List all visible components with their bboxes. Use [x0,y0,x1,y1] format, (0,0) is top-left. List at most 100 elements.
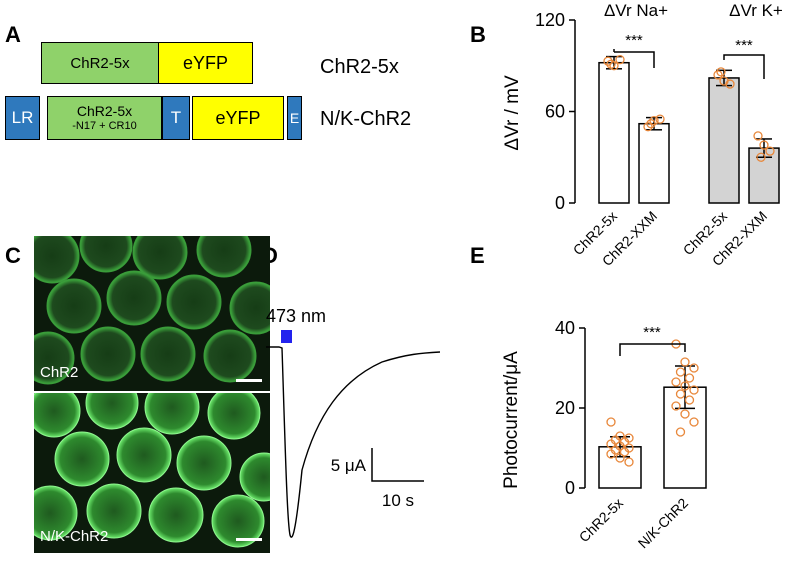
data-point [753,131,763,141]
chart-e: Photocurrent/μA 0 20 40 *** ChR2-5x N/K-ChR… [501,318,707,552]
e-domain: E [287,96,302,140]
micrograph-chr2: ChR2 [34,236,270,391]
bar [598,61,630,204]
y-tick-label: 120 [535,10,565,30]
data-point [680,357,690,367]
oocyte [116,427,172,483]
y-tick-label: 0 [555,193,565,213]
scale-bar [371,448,424,482]
chr2-domain: ChR2-5x [41,42,159,84]
oocyte [196,236,252,278]
data-point [603,56,613,66]
data-point [606,449,616,459]
oocyte [144,393,200,435]
data-point [716,67,726,77]
oocyte [46,278,102,334]
data-point [759,140,769,150]
y-tick-label: 60 [545,102,565,122]
panel-label-a: A [5,22,21,47]
oocyte [106,270,162,326]
y-axis-label: Photocurrent/μA [501,351,522,489]
data-point [684,395,695,405]
x-tick-label: N/K-ChR2 [635,495,692,552]
eyfp-domain: eYFP [192,96,284,140]
scale-label-y: 5 μA [331,456,367,475]
oocyte [79,236,133,273]
panel-label-e: E [470,243,485,268]
oocyte [229,281,270,335]
y-axis-label: ΔVr / mV [502,75,523,151]
data-point [675,389,686,399]
data-point [689,417,699,427]
oocyte [132,236,188,280]
oocyte-image [34,236,270,385]
oocyte [203,329,257,383]
data-point [725,79,735,89]
micrograph-nk-chr2: N/K-ChR2 [34,393,270,553]
oocyte [34,331,75,385]
data-point [675,367,686,377]
panel-label-c: C [5,243,21,268]
data-point [689,385,699,395]
oocyte [207,393,261,440]
significance-bracket [723,54,765,79]
chr2-mutant-domain: ChR2-5x -N17 + CR10 [47,96,162,140]
scale-bar [236,379,262,382]
oocyte-image [34,393,270,548]
data-point [646,119,656,129]
y-tick-label: 20 [555,398,575,418]
x-tick-label: ChR2-5x [576,495,626,545]
data-point [619,447,630,457]
oocyte [148,487,204,543]
oocyte [166,274,222,330]
lr-domain: LR [5,96,40,140]
image-label: N/K-ChR2 [40,528,109,545]
light-stimulus-marker [281,330,292,343]
y-tick-label: 40 [555,318,575,338]
data-point [680,409,690,419]
construct-name: N/K-ChR2 [320,108,412,130]
data-point [606,59,616,69]
significance-marker: *** [643,324,661,341]
bar [638,122,670,204]
data-point [643,122,653,132]
data-point [606,417,616,427]
data-point [675,427,686,437]
oocyte [34,485,78,541]
data-point [624,457,634,467]
oocyte [86,483,142,539]
mutation-label: -N17 + CR10 [72,119,137,132]
t-domain: T [162,96,190,140]
data-point [671,401,681,411]
data-point [615,55,625,65]
data-point [689,363,699,373]
oocyte [140,326,196,382]
bar [708,77,740,204]
oocyte [34,236,80,284]
data-point [615,453,625,463]
current-trace [266,346,441,538]
group-label-na: ΔVr Na+ [604,1,668,20]
eyfp-domain: eYFP [158,42,253,84]
y-tick-label: 0 [565,478,575,498]
data-point [684,373,695,383]
oocyte [54,431,110,487]
data-point [765,146,775,156]
oocyte [176,435,232,491]
data-point [655,114,665,124]
scale-bar [236,538,262,541]
construct-name: ChR2-5x [320,56,399,78]
significance-marker: *** [735,37,753,54]
data-point [649,116,659,126]
oocyte [80,326,136,382]
oocyte [85,393,139,430]
significance-bracket [613,49,655,68]
data-point [680,381,690,391]
scale-label-x: 10 s [382,491,414,510]
stimulus-label: 473 nm [266,306,326,326]
panel-label-b: B [470,22,486,47]
data-point [671,377,681,387]
oocyte [211,494,265,548]
data-point [606,439,616,449]
